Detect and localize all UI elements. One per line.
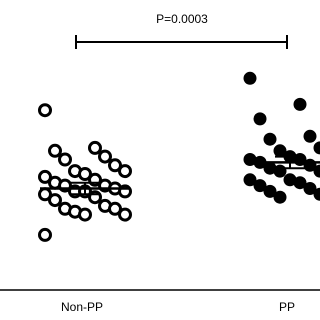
data-point <box>38 227 52 242</box>
data-point <box>303 129 317 143</box>
data-point <box>293 97 307 111</box>
data-point <box>88 140 102 155</box>
data-point <box>48 193 62 208</box>
data-point <box>253 179 267 193</box>
data-point <box>118 207 132 222</box>
data-point <box>243 173 257 187</box>
data-point <box>313 164 320 178</box>
annotation: P=0.0003 <box>156 12 208 26</box>
x-tick-label: PP <box>279 300 295 314</box>
data-point <box>38 103 52 118</box>
data-point <box>78 207 92 222</box>
data-point <box>283 173 297 187</box>
data-point <box>58 152 72 167</box>
data-point <box>253 112 267 126</box>
data-point <box>38 169 52 184</box>
data-point <box>78 167 92 181</box>
data-point <box>303 182 317 195</box>
data-point <box>118 164 132 179</box>
data-point <box>313 141 320 155</box>
data-point <box>108 158 122 173</box>
data-point <box>263 132 277 146</box>
data-point <box>273 190 287 204</box>
data-point <box>263 161 277 175</box>
data-point <box>293 176 307 190</box>
data-point <box>313 187 320 201</box>
data-point <box>263 184 277 198</box>
data-point <box>273 144 287 158</box>
data-point <box>243 71 257 85</box>
x-tick-label: Non-PP <box>61 300 103 314</box>
data-point <box>108 201 122 216</box>
data-point <box>273 164 287 178</box>
data-point <box>48 143 62 158</box>
data-point <box>98 149 112 164</box>
